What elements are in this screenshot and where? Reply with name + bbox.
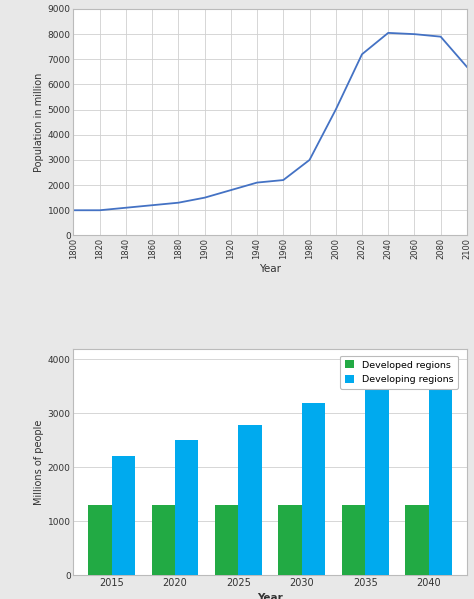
X-axis label: Year: Year [259,264,281,274]
Bar [365,376,389,575]
Bar [302,403,325,575]
Bar [111,456,135,575]
Bar [429,359,452,575]
Bar [215,505,238,575]
Y-axis label: Millions of people: Millions of people [34,419,44,504]
Bar [238,425,262,575]
X-axis label: Year: Year [257,594,283,599]
Bar [175,440,199,575]
Bar [278,505,302,575]
Bar [342,505,365,575]
Bar [152,505,175,575]
Y-axis label: Population in million: Population in million [34,72,44,172]
Legend: Developed regions, Developing regions: Developed regions, Developing regions [340,356,458,389]
Bar [88,505,111,575]
Bar [405,505,429,575]
